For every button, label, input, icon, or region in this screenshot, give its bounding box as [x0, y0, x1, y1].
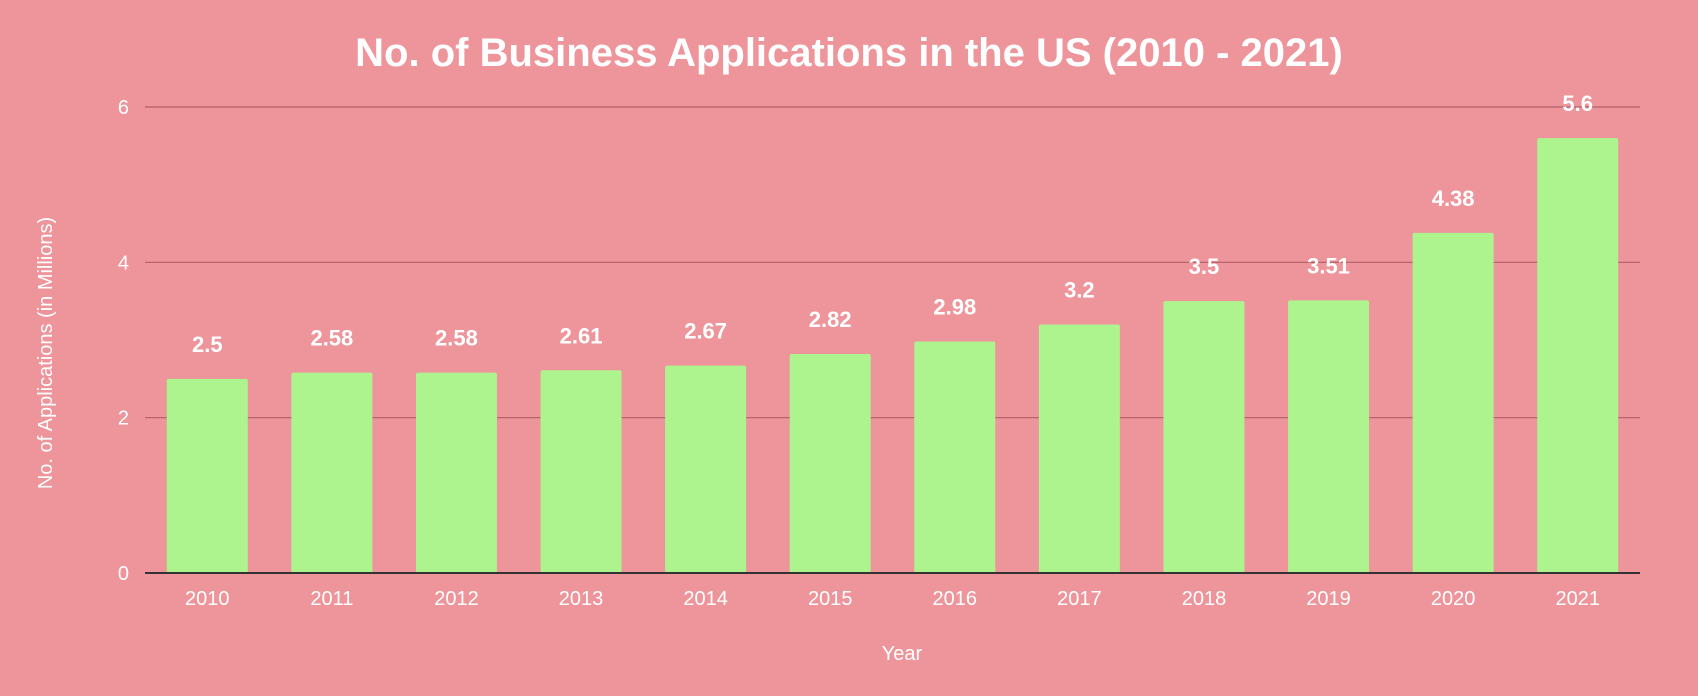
y-tick-label: 6	[118, 97, 129, 119]
bar-2011	[291, 372, 373, 573]
y-axis-title: No. of Applications (in Millions)	[35, 217, 57, 489]
x-tick-label-2020: 2020	[1431, 588, 1476, 610]
y-axis-ticks: 0 2 4 6	[118, 97, 129, 585]
bar-2014	[665, 365, 747, 573]
x-tick-label-2015: 2015	[808, 588, 853, 610]
gridlines	[145, 106, 1640, 419]
x-tick-label-2018: 2018	[1182, 588, 1227, 610]
bar-2015	[789, 353, 871, 573]
data-label-2019: 3.51	[1307, 253, 1350, 278]
bar-2021	[1537, 138, 1619, 574]
x-tick-label-2019: 2019	[1306, 588, 1351, 610]
x-tick-label-2016: 2016	[933, 588, 978, 610]
bar-2018	[1163, 301, 1245, 573]
y-tick-label: 0	[118, 563, 129, 585]
x-tick-label-2017: 2017	[1057, 588, 1102, 610]
data-label-2018: 3.5	[1189, 254, 1220, 279]
x-axis-title: Year	[882, 643, 923, 665]
x-tick-label-2012: 2012	[434, 588, 479, 610]
bar-2016	[914, 341, 996, 573]
data-label-2015: 2.82	[809, 307, 852, 332]
data-label-2013: 2.61	[560, 323, 603, 348]
bar-2019	[1288, 300, 1370, 573]
bar-2012	[415, 372, 497, 573]
data-label-2017: 3.2	[1064, 277, 1095, 302]
data-label-2014: 2.67	[684, 319, 727, 344]
x-tick-label-2013: 2013	[559, 588, 604, 610]
y-tick-label: 2	[118, 408, 129, 430]
bar-2020	[1412, 232, 1494, 573]
data-label-2010: 2.5	[192, 332, 223, 357]
x-axis-ticks: 2010 2011 2012 2013 2014 2015 2016 2017 2018 2019…	[185, 588, 1600, 610]
chart-title: No. of Business Applications in the US (…	[355, 31, 1343, 75]
bar-2013	[540, 370, 622, 573]
data-label-2011: 2.58	[310, 326, 353, 351]
x-tick-label-2021: 2021	[1555, 588, 1600, 610]
y-tick-label: 4	[118, 252, 129, 274]
data-label-2021: 5.6	[1562, 91, 1593, 116]
data-label-2016: 2.98	[933, 295, 976, 320]
bars	[166, 138, 1619, 574]
data-label-2020: 4.38	[1432, 186, 1475, 211]
bar-2017	[1038, 324, 1120, 573]
x-tick-label-2010: 2010	[185, 588, 230, 610]
x-tick-label-2011: 2011	[310, 588, 353, 610]
bar-2010	[166, 378, 248, 573]
data-label-2012: 2.58	[435, 326, 478, 351]
x-tick-label-2014: 2014	[683, 588, 728, 610]
data-labels: 2.5 2.58 2.58 2.61 2.67 2.82 2.98 3.2 3.5 3.51 4.3…	[192, 91, 1593, 357]
